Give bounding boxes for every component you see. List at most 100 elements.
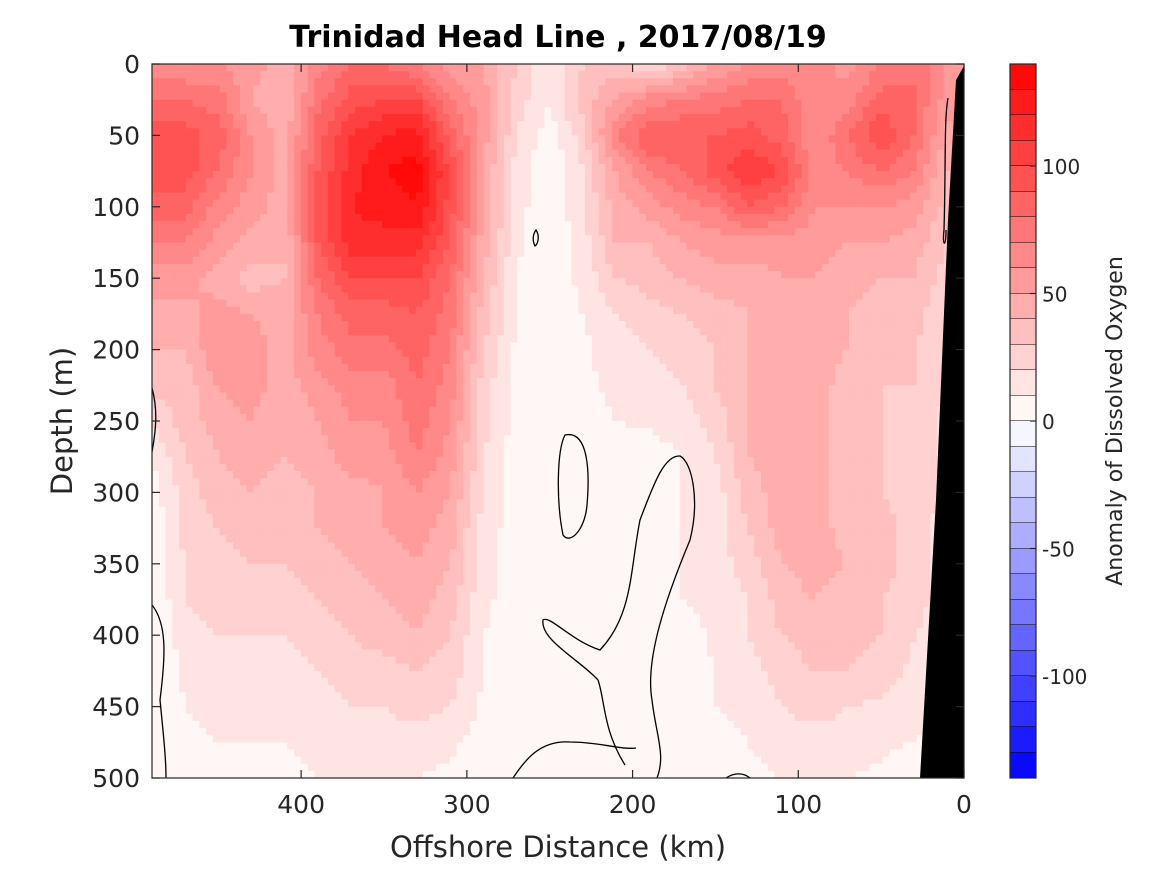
- contour-cell: [727, 192, 735, 201]
- contour-cell: [896, 299, 904, 308]
- contour-cell: [219, 78, 228, 87]
- contour-cell: [409, 313, 417, 322]
- contour-cell: [436, 356, 444, 365]
- contour-cell: [537, 163, 546, 172]
- contour-cell: [158, 285, 167, 294]
- contour-cell: [551, 321, 559, 329]
- contour-cell: [693, 71, 701, 79]
- contour-cell: [436, 292, 444, 301]
- contour-cell: [470, 278, 478, 286]
- contour-cell: [503, 213, 512, 222]
- contour-cell: [686, 299, 694, 308]
- contour-cell: [341, 71, 349, 79]
- contour-cell: [456, 335, 464, 344]
- contour-cell: [821, 199, 830, 208]
- contour-cell: [564, 185, 573, 194]
- contour-cell: [382, 349, 390, 358]
- contour-cell: [294, 121, 302, 129]
- contour-cell: [185, 313, 194, 322]
- contour-cell: [415, 285, 424, 294]
- contour-cell: [876, 249, 884, 258]
- contour-cell: [618, 356, 627, 365]
- contour-cell: [260, 271, 268, 279]
- contour-cell: [470, 106, 478, 115]
- contour-cell: [537, 335, 546, 344]
- contour-cell: [517, 156, 525, 165]
- contour-cell: [909, 206, 918, 215]
- contour-cell: [754, 242, 762, 251]
- contour-cell: [930, 149, 938, 158]
- contour-cell: [206, 235, 214, 244]
- contour-cell: [632, 342, 640, 351]
- contour-cell: [808, 235, 816, 244]
- contour-cell: [226, 113, 234, 122]
- contour-cell: [923, 199, 931, 208]
- contour-cell: [652, 85, 661, 94]
- contour-cell: [327, 356, 336, 365]
- contour-cell: [909, 263, 918, 272]
- contour-cell: [449, 206, 458, 215]
- contour-cell: [172, 71, 180, 79]
- contour-cell: [456, 321, 464, 329]
- contour-cell: [233, 313, 241, 322]
- contour-cell: [375, 106, 383, 115]
- contour-cell: [449, 313, 458, 322]
- contour-cell: [930, 121, 938, 129]
- contour-cell: [679, 64, 688, 72]
- contour-cell: [564, 271, 573, 279]
- contour-cell: [754, 106, 762, 115]
- contour-cell: [199, 163, 207, 172]
- contour-cell: [300, 263, 309, 272]
- contour-cell: [855, 192, 864, 201]
- contour-cell: [483, 228, 491, 236]
- contour-cell: [341, 221, 349, 229]
- contour-cell: [294, 335, 302, 344]
- contour-cell: [158, 106, 167, 115]
- contour-cell: [713, 106, 721, 115]
- contour-cell: [490, 199, 498, 208]
- contour-cell: [192, 199, 200, 208]
- contour-cell: [192, 121, 200, 129]
- contour-cell: [307, 285, 315, 294]
- contour-cell: [909, 249, 918, 258]
- contour-cell: [503, 263, 512, 272]
- contour-cell: [497, 313, 505, 322]
- contour-cell: [578, 163, 586, 172]
- contour-cell: [402, 221, 410, 229]
- contour-cell: [470, 142, 478, 151]
- contour-cell: [476, 271, 485, 279]
- contour-cell: [334, 292, 343, 301]
- contour-cell: [578, 142, 586, 151]
- contour-cell: [246, 142, 255, 151]
- contour-cell: [233, 163, 241, 172]
- contour-cell: [185, 78, 194, 87]
- contour-cell: [463, 113, 471, 122]
- contour-cell: [226, 256, 234, 265]
- contour-cell: [422, 64, 431, 72]
- contour-cell: [307, 292, 315, 301]
- contour-cell: [930, 99, 938, 108]
- contour-cell: [645, 163, 654, 172]
- contour-cell: [253, 78, 261, 87]
- contour-cell: [321, 228, 329, 236]
- contour-cell: [930, 235, 938, 244]
- contour-cell: [544, 206, 552, 215]
- contour-cell: [192, 185, 200, 194]
- contour-cell: [571, 78, 579, 87]
- contour-cell: [321, 128, 329, 136]
- contour-cell: [375, 71, 383, 79]
- contour-cell: [382, 92, 390, 101]
- contour-cell: [591, 92, 600, 101]
- contour-cell: [571, 249, 579, 258]
- contour-cell: [517, 213, 525, 222]
- contour-cell: [835, 342, 843, 351]
- contour-cell: [524, 256, 532, 265]
- contour-cell: [219, 228, 228, 236]
- contour-cell: [415, 156, 424, 165]
- contour-cell: [388, 356, 397, 365]
- contour-cell: [530, 121, 539, 129]
- contour-cell: [321, 285, 329, 294]
- contour-cell: [246, 185, 255, 194]
- contour-cell: [666, 349, 674, 358]
- contour-cell: [706, 92, 715, 101]
